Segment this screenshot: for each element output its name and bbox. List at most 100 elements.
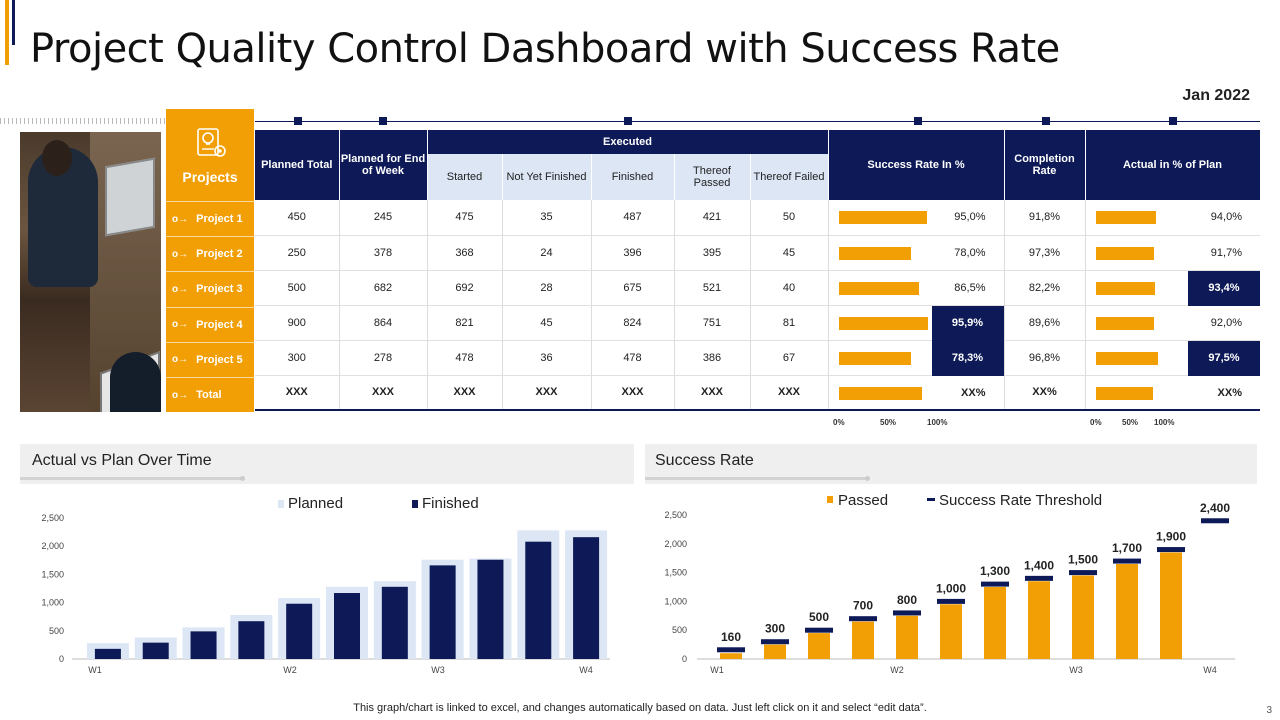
threshold-data-label: 160 [721, 630, 741, 644]
project-row-label: o→ Project 1 [166, 201, 254, 236]
table-row: 900 864 821 45 824 751 81 95,9% 89,6% 92,0% [255, 305, 1260, 341]
actual-plan-value: 97,5% [1188, 340, 1260, 376]
cell-passed: 386 [674, 340, 751, 376]
col-planned-total: Planned Total [255, 130, 340, 200]
success-rate-cell: 86,5% [828, 270, 1005, 306]
success-rate-bar [838, 386, 923, 400]
actual-plan-value: XX% [1217, 386, 1242, 399]
bullet-arrow-icon: o→ [172, 354, 189, 366]
success-axis-50: 50% [880, 418, 897, 427]
bullet-arrow-icon: o→ [172, 248, 189, 260]
bullet-arrow-icon: o→ [172, 213, 189, 225]
threshold-marker [849, 616, 877, 622]
project-row-label: o→ Project 3 [166, 271, 254, 306]
cell-started: 368 [427, 235, 503, 271]
x-tick-label: W1 [710, 665, 724, 675]
threshold-data-label: 700 [853, 599, 873, 613]
finished-bar [525, 541, 552, 659]
threshold-data-label: 1,700 [1112, 541, 1142, 555]
actual-plan-bar [1095, 246, 1155, 260]
finished-bar [381, 586, 408, 659]
project-name: Project 2 [196, 248, 243, 261]
actual-plan-cell: 97,5% [1085, 340, 1260, 376]
legend-threshold-swatch [927, 498, 935, 501]
actual-plan-value: 93,4% [1188, 270, 1260, 306]
table-row: 450 245 475 35 487 421 50 95,0% 91,8% 94,0% [255, 200, 1260, 236]
cell-started: 475 [427, 200, 503, 236]
y-tick-label: 0 [59, 654, 64, 664]
header-rule [255, 121, 1260, 122]
cell-started: XXX [427, 375, 503, 411]
legend-passed-swatch [827, 496, 833, 503]
threshold-marker [805, 627, 833, 633]
finished-bar [94, 648, 121, 659]
threshold-data-label: 1,900 [1156, 530, 1186, 544]
threshold-data-label: 2,400 [1200, 501, 1230, 515]
finished-bar [477, 559, 504, 659]
success-rate-bar [838, 211, 927, 224]
cell-planned-total: 250 [255, 235, 340, 271]
title-accent-bar [5, 0, 9, 65]
cell-passed: XXX [674, 375, 751, 411]
finished-bar [286, 603, 313, 659]
finished-bar [190, 631, 217, 659]
actual-plan-cell: 93,4% [1085, 270, 1260, 306]
success-axis-100: 100% [927, 418, 948, 427]
success-rate-cell: 95,9% [828, 305, 1005, 341]
cell-failed: 45 [750, 235, 829, 271]
panel-underline [20, 476, 245, 481]
cell-planned-total: 900 [255, 305, 340, 341]
title-accent-bar-navy [12, 0, 15, 45]
rule-marker [624, 117, 632, 125]
passed-bar [1160, 552, 1182, 659]
actual-plan-value: 92,0% [1210, 316, 1242, 329]
threshold-data-label: 300 [765, 622, 785, 636]
completion-rate-cell: 82,2% [1004, 270, 1086, 306]
actual-plan-value: 91,7% [1210, 246, 1242, 259]
cell-finished: 478 [591, 340, 675, 376]
success-rate-cell: 95,0% [828, 200, 1005, 236]
table-row: 500 682 692 28 675 521 40 86,5% 82,2% 93,4% [255, 270, 1260, 306]
cell-not-finished: 24 [502, 235, 592, 271]
finished-bar [142, 642, 169, 659]
finished-bar [238, 621, 265, 659]
passed-bar [852, 621, 874, 659]
page-title: Project Quality Control Dashboard with S… [30, 26, 1060, 72]
success-rate-bar [838, 246, 912, 260]
col-passed: Thereof Passed [674, 154, 751, 200]
bullet-arrow-icon: o→ [172, 389, 189, 401]
col-planned-week: Planned for End of Week [339, 130, 428, 200]
actual-plan-cell: 94,0% [1085, 200, 1260, 236]
completion-rate-cell: 96,8% [1004, 340, 1086, 376]
actual-axis-50: 50% [1122, 418, 1139, 427]
y-tick-label: 2,500 [41, 513, 64, 523]
cell-planned-total: 450 [255, 200, 340, 236]
threshold-marker [893, 610, 921, 616]
project-row-label: o→ Total [166, 376, 254, 412]
y-tick-label: 2,000 [664, 539, 687, 549]
project-name: Project 4 [196, 318, 243, 331]
actual-plan-cell: 91,7% [1085, 235, 1260, 271]
completion-rate-cell: 91,8% [1004, 200, 1086, 236]
x-tick-label: W3 [1069, 665, 1083, 675]
dashed-divider [0, 118, 165, 124]
y-tick-label: 0 [682, 654, 687, 664]
cell-not-finished: 45 [502, 305, 592, 341]
x-tick-label: W2 [890, 665, 904, 675]
cell-passed: 421 [674, 200, 751, 236]
cell-not-finished: 35 [502, 200, 592, 236]
table-row: 250 378 368 24 396 395 45 78,0% 97,3% 91,7% [255, 235, 1260, 271]
cell-planned-total: XXX [255, 375, 340, 411]
actual-plan-bar [1095, 351, 1158, 365]
legend-threshold-label: Success Rate Threshold [939, 492, 1102, 509]
threshold-marker [1069, 570, 1097, 576]
threshold-marker [1113, 558, 1141, 564]
cell-not-finished: 36 [502, 340, 592, 376]
passed-bar [1072, 575, 1094, 659]
col-success-rate: Success Rate In % [828, 130, 1005, 200]
y-tick-label: 1,500 [664, 568, 687, 578]
legend-finished-swatch [412, 500, 418, 508]
threshold-marker [761, 639, 789, 645]
cell-passed: 751 [674, 305, 751, 341]
project-row-label: o→ Project 4 [166, 306, 254, 342]
